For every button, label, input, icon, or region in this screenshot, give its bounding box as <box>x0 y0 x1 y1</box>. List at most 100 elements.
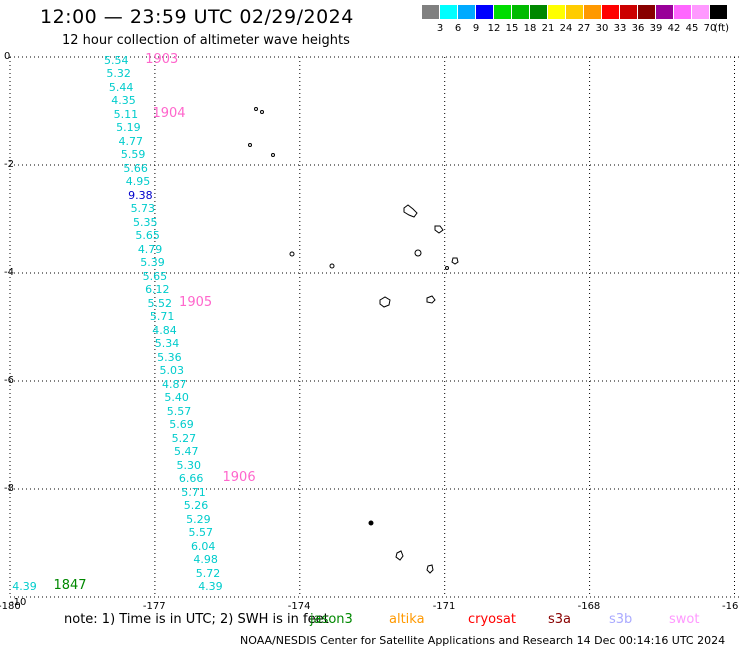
island <box>254 107 258 111</box>
wave-height-value: 6.12 <box>145 283 170 297</box>
island <box>434 225 444 234</box>
island <box>426 295 436 304</box>
satellite-name: s3a <box>548 612 572 627</box>
cycle-number: 1903 <box>145 51 179 67</box>
map-title: 12:00 — 23:59 UTC 02/29/2024 <box>40 6 354 28</box>
wave-height-value: 5.66 <box>123 161 148 175</box>
wave-height-value: 5.27 <box>171 431 197 445</box>
legend-label: 3 <box>436 23 444 34</box>
legend-swatch <box>638 5 655 19</box>
island <box>379 296 391 308</box>
wave-height-value: 5.29 <box>186 512 211 526</box>
legend-unit: (ft) <box>714 23 730 34</box>
legend-label: 33 <box>613 23 627 34</box>
wave-height-value: 4.98 <box>193 553 218 567</box>
legend-swatch <box>548 5 565 19</box>
wave-height-value: 5.39 <box>140 256 165 270</box>
wave-height-value: 5.57 <box>166 404 192 418</box>
legend-label: 9 <box>472 23 480 34</box>
island <box>395 550 404 561</box>
satellite-name: jason3 <box>310 612 353 627</box>
legend-label: 24 <box>559 23 573 34</box>
wave-height-value: 5.72 <box>195 566 221 580</box>
legend-swatch <box>566 5 583 19</box>
lat-label: -6 <box>4 375 14 386</box>
wave-height-value: 5.65 <box>142 269 168 283</box>
lon-label: -174 <box>287 601 311 612</box>
wave-height-value: 5.54 <box>104 53 129 67</box>
legend-swatch <box>674 5 691 19</box>
lat-label: -2 <box>4 159 14 170</box>
island <box>271 153 275 157</box>
lon-label: -180 <box>0 601 21 612</box>
cycle-number: 1905 <box>179 294 213 310</box>
wave-height-value: 5.65 <box>135 229 160 243</box>
wave-height-value: 5.32 <box>106 67 131 81</box>
wave-height-value: 4.87 <box>161 377 187 391</box>
legend-label: 18 <box>523 23 537 34</box>
island <box>403 204 418 218</box>
satellite-name: cryosat <box>468 612 516 627</box>
legend-swatch <box>458 5 475 19</box>
wave-height-value: 4.77 <box>118 134 144 148</box>
legend-swatch <box>476 5 493 19</box>
lon-label: -171 <box>432 601 456 612</box>
island <box>289 251 295 257</box>
legend-label: 12 <box>487 23 501 34</box>
island <box>248 143 252 147</box>
satellite-name: altika <box>389 612 425 627</box>
wave-height-value: 5.52 <box>147 296 172 310</box>
island <box>414 249 422 257</box>
legend-label: 30 <box>595 23 609 34</box>
wave-height-value: 5.30 <box>176 458 201 472</box>
cycle-number: 1906 <box>222 470 256 486</box>
wave-height-value: 5.19 <box>116 121 141 135</box>
legend-label: 70 <box>703 23 717 34</box>
wave-height-value: 5.35 <box>132 215 158 229</box>
legend-swatch <box>656 5 673 19</box>
wave-height-value: 9.38 <box>128 188 153 202</box>
wave-height-value: 4.35 <box>111 94 136 108</box>
wave-height-value: 6.66 <box>178 472 204 486</box>
satellite-name: swot <box>669 612 700 627</box>
wave-height-value: 5.71 <box>149 310 175 324</box>
wave-height-value: 4.39 <box>198 580 223 594</box>
satellite-name: s3b <box>609 612 633 627</box>
wave-height-value: 5.47 <box>174 445 199 459</box>
legend-swatch <box>584 5 601 19</box>
legend-label: 39 <box>649 23 663 34</box>
footer-credit: NOAA/NESDIS Center for Satellite Applica… <box>240 634 726 647</box>
wave-height-value: 4.39 <box>12 580 37 594</box>
legend-label: 45 <box>685 23 699 34</box>
legend-swatch <box>710 5 727 19</box>
wave-height-value: 5.69 <box>169 418 194 432</box>
island <box>445 266 449 270</box>
lon-label: -16 <box>722 601 739 612</box>
wave-height-value: 5.03 <box>159 364 185 378</box>
cycle-number: 1847 <box>53 578 87 594</box>
legend-swatch <box>692 5 709 19</box>
island <box>451 257 459 265</box>
legend-label: 42 <box>667 23 681 34</box>
lon-label: -177 <box>142 601 166 612</box>
wave-height-value: 4.79 <box>137 242 163 256</box>
wave-height-value: 4.84 <box>152 323 177 337</box>
legend-swatch <box>620 5 637 19</box>
wave-height-value: 5.73 <box>130 202 156 216</box>
legend-swatch <box>440 5 457 19</box>
legend-label: 21 <box>541 23 555 34</box>
island <box>260 110 264 114</box>
map-subtitle: 12 hour collection of altimeter wave hei… <box>62 33 350 48</box>
legend-swatch <box>422 5 439 19</box>
cycle-number: 1904 <box>152 105 186 121</box>
lat-lon-grid <box>9 56 740 598</box>
island <box>368 520 374 526</box>
footer-note: note: 1) Time is in UTC; 2) SWH is in fe… <box>64 612 329 627</box>
legend-label: 27 <box>577 23 591 34</box>
island <box>426 564 434 574</box>
lat-label: -8 <box>4 483 14 494</box>
wave-height-value: 5.71 <box>181 485 206 499</box>
wave-height-value: 5.34 <box>154 337 180 351</box>
legend-label: 36 <box>631 23 645 34</box>
